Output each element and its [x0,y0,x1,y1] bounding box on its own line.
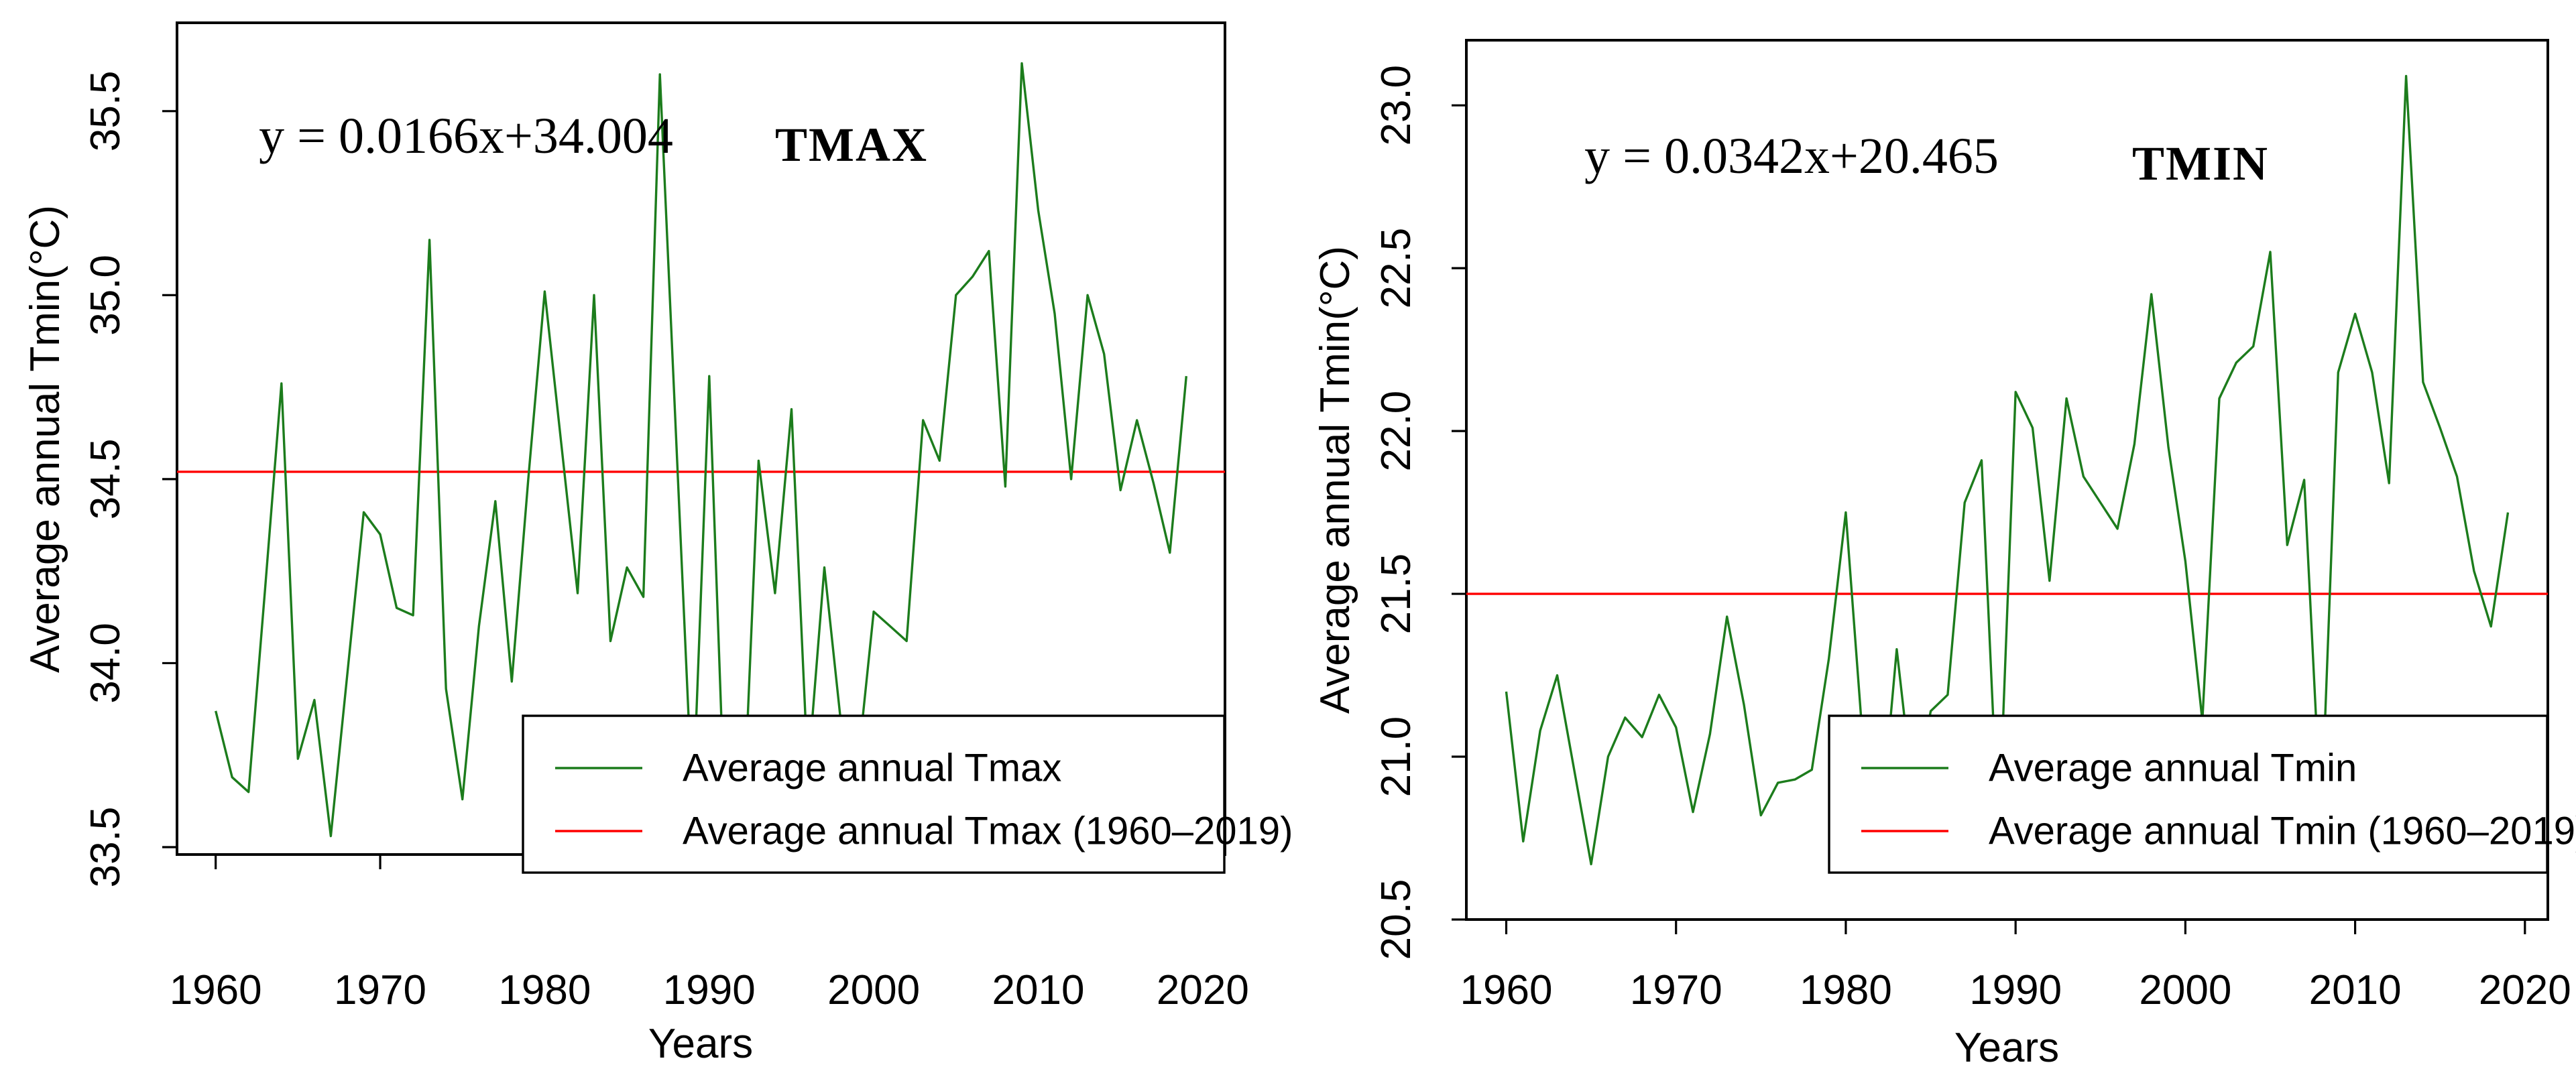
equation-label: y = 0.0342x+20.465 [1584,128,1999,184]
y-tick-label: 22.0 [1373,391,1419,472]
y-tick-label: 20.5 [1373,879,1419,960]
y-tick-label: 33.5 [82,807,129,888]
y-tick-label: 22.5 [1373,228,1419,309]
x-tick-label: 1960 [1460,967,1553,1013]
legend-box [522,714,1226,874]
chart-panel-tmax: 1960 1970 1980 1990 2000 2010 2020 33.5 34.0 34.5… [22,21,1293,1067]
x-tick-label: 2000 [827,967,920,1013]
equation-label: y = 0.0166x+34.004 [259,108,673,164]
x-tick-label: 2020 [2479,967,2571,1013]
y-tick-label: 21.0 [1373,716,1419,798]
x-tick-label: 2020 [1157,967,1249,1013]
legend-label-mean: Average annual Tmin (1960–2019) [1989,810,2576,853]
x-tick-label: 2010 [992,967,1085,1013]
legend-box [1828,714,2549,874]
data-line [1505,74,2510,866]
x-tick-label: 2000 [2139,967,2231,1013]
legend-label-series: Average annual Tmin [1989,747,2357,790]
x-axis-label: Years [1954,1025,2059,1071]
x-axis-label: Years [648,1021,753,1067]
x-tick-label: 1980 [1800,967,1892,1013]
plot-border [1465,39,2549,921]
y-tick-label: 34.5 [82,439,129,520]
legend-label-series: Average annual Tmax [683,747,1061,790]
x-tick-label: 1990 [1969,967,2062,1013]
chart-panel-tmin: 1960 1970 1980 1990 2000 2010 2020 20.5 21.0 21.5… [1312,39,2576,1071]
y-tick-label: 35.0 [82,255,129,336]
y-tick-label: 34.0 [82,623,129,704]
chart-title: TMAX [775,118,928,172]
x-tick-label: 1970 [334,967,426,1013]
x-tick-label: 1970 [1630,967,1722,1013]
y-axis-label: Average annual Tmin(°C) [22,205,68,673]
x-tick-label: 1980 [498,967,591,1013]
data-line [215,62,1187,853]
y-axis-label: Average annual Tmin(°C) [1312,246,1358,714]
x-tick-label: 1960 [170,967,262,1013]
y-tick-label: 23.0 [1373,65,1419,146]
x-tick-label: 2010 [2309,967,2402,1013]
legend-label-mean: Average annual Tmax (1960–2019) [683,810,1293,853]
x-tick-label: 1990 [663,967,756,1013]
y-tick-label: 35.5 [82,70,129,151]
chart-title: TMIN [2132,137,2269,190]
y-tick-label: 21.5 [1373,554,1419,635]
